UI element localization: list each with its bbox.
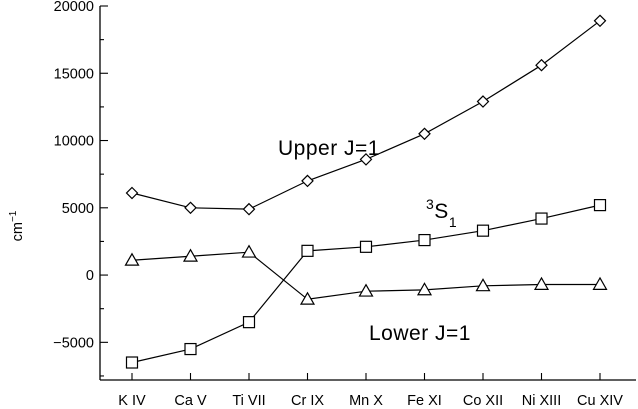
triangle-marker (124, 252, 140, 266)
square-marker (593, 199, 607, 212)
square-marker (301, 244, 314, 257)
x-tick-label: Mn X (349, 393, 383, 409)
diamond-marker (301, 174, 314, 188)
triangle-marker (182, 248, 199, 262)
square-marker (242, 316, 256, 329)
x-tick-label: Fe XI (407, 393, 442, 409)
y-axis-label: cm−1 (8, 210, 26, 241)
diamond-marker (242, 202, 256, 216)
x-ticks: K IV Ca V Ti VII Cr IX Mn X Fe XI Co XII Ni XII… (118, 373, 623, 409)
y-tick-label: 15000 (54, 66, 94, 82)
diamond-marker (418, 127, 431, 141)
square-marker (184, 342, 197, 356)
diamond-marker (593, 14, 607, 28)
y-ticks: −5000 0 5000 10000 15000 20000 (53, 0, 108, 377)
square-marker (125, 356, 139, 369)
y-tick-label: 20000 (54, 0, 94, 15)
y-tick-label: 5000 (62, 201, 94, 217)
diamond-marker (535, 58, 548, 72)
triangle-marker (299, 291, 316, 305)
series-group (131, 20, 601, 364)
x-tick-label: Cu XIV (577, 393, 623, 409)
square-marker (359, 240, 373, 253)
3s1-label: 3S1 (426, 196, 457, 230)
diamond-marker (125, 186, 139, 200)
y-tick-label: −5000 (53, 335, 94, 351)
lower-j1-label: Lower J=1 (369, 322, 471, 345)
diamond-marker (476, 95, 490, 108)
triangle-marker (475, 278, 491, 292)
triangle-marker (533, 276, 550, 290)
markers-group (124, 14, 608, 369)
x-tick-label: Ni XIII (522, 393, 561, 409)
square-marker (418, 233, 431, 247)
diamond-marker (359, 153, 373, 166)
x-tick-label: Ti VII (232, 393, 265, 409)
square-marker (476, 224, 490, 237)
triangle-marker (358, 283, 374, 297)
axes (99, 6, 636, 381)
diamond-marker (184, 201, 197, 215)
y-tick-label: 10000 (54, 134, 94, 150)
triangle-marker (592, 276, 608, 290)
x-tick-label: Ca V (174, 393, 207, 409)
triangle-marker (241, 244, 257, 258)
series-line-diamond (131, 20, 601, 210)
square-marker (535, 212, 548, 225)
y-tick-label: 0 (86, 268, 94, 284)
triangle-marker (416, 282, 433, 296)
x-tick-label: Cr IX (291, 393, 324, 409)
x-tick-label: K IV (118, 393, 146, 409)
x-tick-label: Co XII (463, 393, 503, 409)
upper-j1-label: Upper J=1 (278, 137, 380, 160)
